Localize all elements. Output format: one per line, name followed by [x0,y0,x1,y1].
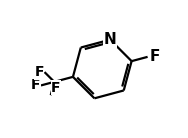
Text: N: N [104,32,117,47]
Text: F: F [150,49,160,64]
Text: F: F [34,65,44,79]
Text: F: F [31,78,40,92]
Text: F: F [51,81,61,95]
